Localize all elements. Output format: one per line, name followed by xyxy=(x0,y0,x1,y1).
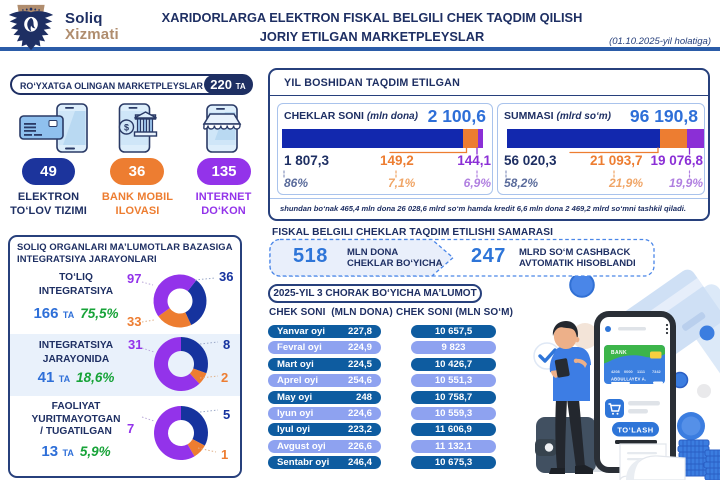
svg-text:TO‘LASH: TO‘LASH xyxy=(617,425,653,434)
svg-text:BANK: BANK xyxy=(611,350,627,356)
svg-text:1111: 1111 xyxy=(637,369,646,374)
svg-text:0000: 0000 xyxy=(624,369,633,374)
svg-text:4208: 4208 xyxy=(611,369,620,374)
svg-text:7342: 7342 xyxy=(652,369,661,374)
svg-text:ABDULLAYEV A.: ABDULLAYEV A. xyxy=(611,377,646,382)
svg-text:$: $ xyxy=(124,123,129,133)
